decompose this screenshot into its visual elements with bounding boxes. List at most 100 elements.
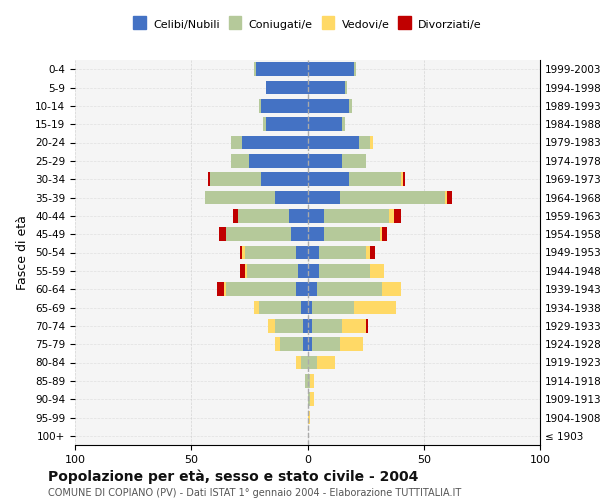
Bar [308,338,312,351]
Bar [354,300,396,314]
Bar [266,80,308,94]
Bar [303,319,308,332]
Bar [445,190,447,204]
Bar [205,190,275,204]
Bar [289,209,308,222]
Bar [259,300,301,314]
Bar [310,392,314,406]
Bar [349,172,401,186]
Bar [301,300,308,314]
Bar [245,246,296,260]
Bar [324,228,380,241]
Bar [308,246,319,260]
Bar [250,154,308,168]
Bar [280,338,303,351]
Bar [308,319,312,332]
Bar [365,246,370,260]
Bar [240,246,242,260]
Bar [343,118,344,131]
Bar [308,228,324,241]
Bar [298,264,308,278]
Bar [340,190,445,204]
Bar [308,374,310,388]
Bar [275,319,303,332]
Bar [305,374,308,388]
Bar [401,172,403,186]
Bar [254,300,259,314]
Bar [254,62,256,76]
Bar [308,154,343,168]
Bar [231,154,250,168]
Bar [382,228,386,241]
Bar [217,282,224,296]
Bar [447,190,452,204]
Bar [344,80,347,94]
Bar [308,356,317,370]
Bar [238,209,289,222]
Bar [308,392,310,406]
Bar [340,338,364,351]
Bar [349,99,352,112]
Bar [240,264,245,278]
Bar [308,190,340,204]
Bar [263,118,266,131]
Bar [370,264,384,278]
Bar [319,246,365,260]
Bar [317,282,382,296]
Bar [245,264,247,278]
Text: Popolazione per età, sesso e stato civile - 2004: Popolazione per età, sesso e stato civil… [48,470,418,484]
Bar [261,99,308,112]
Bar [394,209,401,222]
Bar [312,300,354,314]
Bar [296,356,301,370]
Bar [219,228,226,241]
Legend: Celibi/Nubili, Coniugati/e, Vedovi/e, Divorziati/e: Celibi/Nubili, Coniugati/e, Vedovi/e, Di… [130,16,485,33]
Bar [308,282,317,296]
Bar [296,246,308,260]
Bar [224,282,226,296]
Bar [354,62,356,76]
Bar [380,228,382,241]
Bar [208,172,210,186]
Bar [266,118,308,131]
Bar [308,80,344,94]
Bar [275,338,280,351]
Bar [226,228,291,241]
Bar [231,136,242,149]
Bar [370,246,375,260]
Bar [359,136,370,149]
Bar [308,300,312,314]
Bar [247,264,298,278]
Bar [324,209,389,222]
Text: COMUNE DI COPIANO (PV) - Dati ISTAT 1° gennaio 2004 - Elaborazione TUTTITALIA.IT: COMUNE DI COPIANO (PV) - Dati ISTAT 1° g… [48,488,461,498]
Bar [319,264,370,278]
Bar [308,62,354,76]
Bar [382,282,401,296]
Bar [308,136,359,149]
Bar [296,282,308,296]
Bar [303,338,308,351]
Bar [403,172,405,186]
Bar [308,410,310,424]
Bar [256,62,308,76]
Bar [275,190,308,204]
Bar [259,99,261,112]
Bar [343,319,365,332]
Bar [312,319,343,332]
Bar [242,246,245,260]
Bar [310,374,314,388]
Bar [291,228,308,241]
Bar [233,209,238,222]
Bar [308,209,324,222]
Bar [308,118,343,131]
Bar [317,356,335,370]
Bar [301,356,308,370]
Bar [343,154,365,168]
Bar [268,319,275,332]
Bar [308,264,319,278]
Bar [312,338,340,351]
Bar [210,172,261,186]
Bar [308,172,349,186]
Bar [365,319,368,332]
Bar [370,136,373,149]
